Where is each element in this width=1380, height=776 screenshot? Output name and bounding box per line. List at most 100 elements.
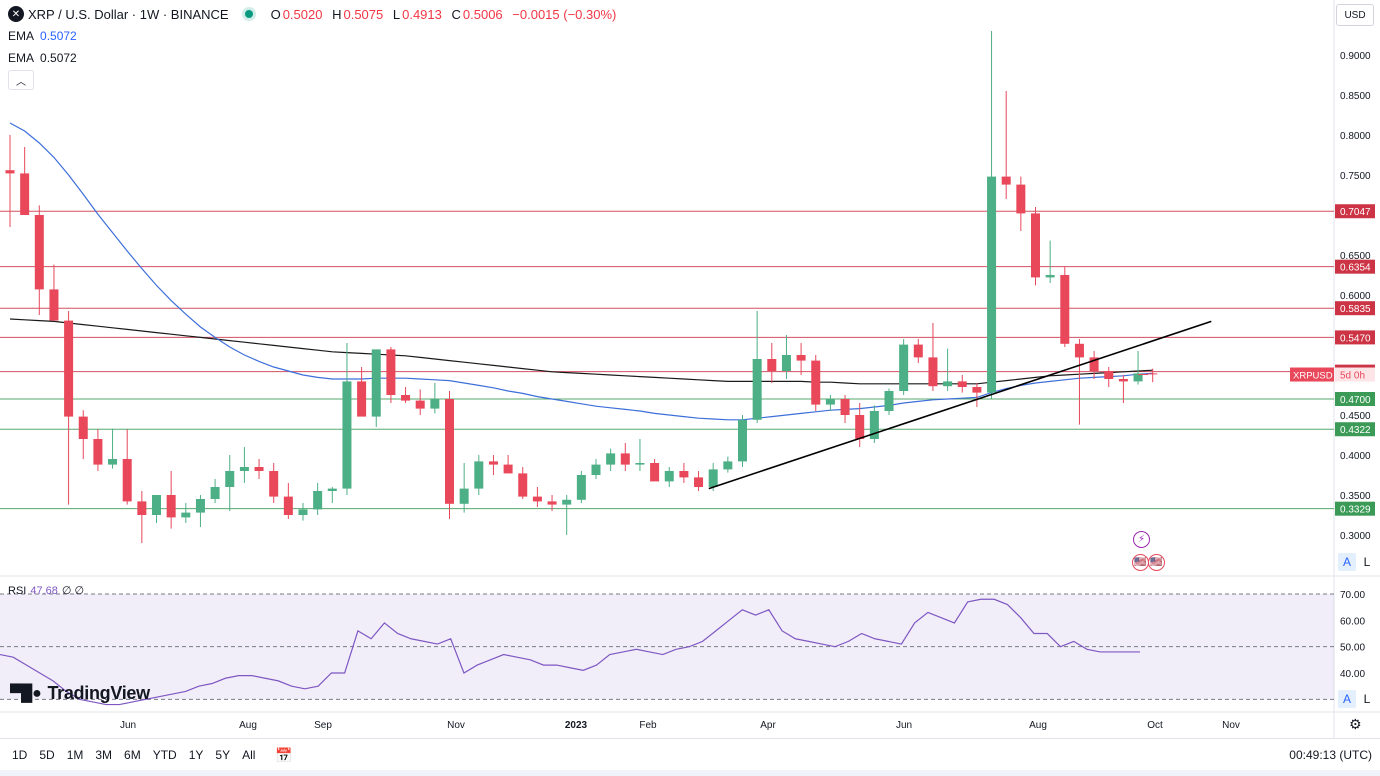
candle-body xyxy=(738,419,747,462)
symbol-title[interactable]: XRP / U.S. Dollar · 1W · BINANCE xyxy=(28,6,229,22)
chart-header: ✕ XRP / U.S. Dollar · 1W · BINANCE O 0.50… xyxy=(8,6,622,22)
time-tick-label: Aug xyxy=(239,720,257,731)
log-scale-button-price[interactable]: L xyxy=(1363,555,1371,569)
range-ytd-button[interactable]: YTD xyxy=(152,748,177,762)
candle-body xyxy=(957,381,967,387)
tradingview-logo[interactable]: ▀█● TradingView xyxy=(10,683,150,704)
candle-body xyxy=(1118,379,1128,382)
calendar-icon[interactable]: 📅 xyxy=(275,746,293,763)
ema-fast-line xyxy=(9,122,1153,421)
range-1y-button[interactable]: 1Y xyxy=(188,748,204,762)
level-label-box xyxy=(1335,392,1375,406)
candle-body xyxy=(254,467,264,471)
rsi-tick-label: 50.00 xyxy=(1340,643,1365,654)
range-5d-button[interactable]: 5D xyxy=(39,748,55,762)
candle-body xyxy=(166,495,176,518)
level-label: 0.6354 xyxy=(1340,263,1371,274)
rsi-extra-2: ∅ xyxy=(74,585,85,597)
price-tick-label: 0.4500 xyxy=(1340,411,1371,422)
candle-body xyxy=(181,512,191,518)
candle-body xyxy=(679,471,689,478)
candle-body xyxy=(811,360,821,405)
candle-body xyxy=(283,496,293,515)
logo-text: TradingView xyxy=(47,683,150,703)
indicator-legend-ema-fast[interactable]: EMA 0.5072 xyxy=(8,29,77,43)
time-tick-label: Oct xyxy=(1147,720,1163,731)
candle-body xyxy=(34,215,44,290)
candle-body xyxy=(664,471,674,482)
candle-body xyxy=(708,469,718,487)
level-label: 0.3329 xyxy=(1340,505,1371,516)
level-label-box xyxy=(1335,259,1375,274)
price-tick-label: 0.6000 xyxy=(1340,291,1371,302)
us-flag-icon[interactable]: 🇺🇸 xyxy=(1148,554,1165,571)
candle-body xyxy=(137,501,147,515)
candle-body xyxy=(93,439,103,465)
candle-body xyxy=(606,453,616,465)
price-tick-label: 0.3500 xyxy=(1340,491,1371,502)
range-all-button[interactable]: All xyxy=(242,748,256,762)
ohlc-low-value: 0.4913 xyxy=(402,6,442,22)
rsi-tick-label: 60.00 xyxy=(1340,616,1365,627)
candle-body xyxy=(225,471,235,487)
ohlc-close-key: C xyxy=(451,6,461,22)
indicator-legend-ema-slow[interactable]: EMA 0.5072 xyxy=(8,51,77,65)
candle-body xyxy=(503,464,513,474)
candle-body xyxy=(298,509,308,515)
auto-scale-button-price[interactable]: A xyxy=(1338,553,1356,571)
countdown-label: 5d 0h xyxy=(1340,371,1365,382)
range-1m-button[interactable]: 1M xyxy=(66,748,84,762)
candle-body xyxy=(386,349,396,395)
utc-clock[interactable]: 00:49:13 (UTC) xyxy=(1289,748,1372,762)
chevron-up-icon: ︿ xyxy=(16,76,26,88)
candle-body xyxy=(532,496,542,502)
candle-body xyxy=(195,499,205,513)
level-label: 0.4700 xyxy=(1340,395,1371,406)
rsi-name: RSI xyxy=(8,585,27,597)
range-1d-button[interactable]: 1D xyxy=(12,748,28,762)
candle-body xyxy=(752,359,762,420)
candle-body xyxy=(694,477,704,487)
trendline xyxy=(708,320,1212,490)
time-tick-label: Jun xyxy=(120,720,136,731)
candle-body xyxy=(1133,373,1143,382)
candle-body xyxy=(5,170,15,174)
candle-body xyxy=(840,399,850,415)
range-5y-button[interactable]: 5Y xyxy=(215,748,231,762)
rsi-legend[interactable]: RSI 47.68 ∅ ∅ xyxy=(8,584,84,597)
collapse-legend-button[interactable]: ︿ xyxy=(8,70,34,90)
log-scale-button-rsi[interactable]: L xyxy=(1363,692,1371,706)
us-flag-icon[interactable]: 🇺🇸 xyxy=(1132,554,1149,571)
ohlc-open-key: O xyxy=(270,6,281,22)
gear-icon[interactable]: ⚙ xyxy=(1349,716,1362,732)
lightning-icon[interactable]: ⚡ xyxy=(1133,531,1150,548)
range-6m-button[interactable]: 6M xyxy=(124,748,141,762)
market-open-status-icon xyxy=(244,10,253,18)
tradingview-logo-icon: ▀█● xyxy=(10,684,42,702)
ohlc-change-value: −0.0015 (−0.30%) xyxy=(512,6,617,22)
auto-scale-button-rsi[interactable]: A xyxy=(1338,690,1356,708)
candle-body xyxy=(152,495,161,515)
time-tick-label: Jun xyxy=(896,720,912,731)
time-tick-label: Sep xyxy=(314,720,332,731)
price-chart[interactable]: 0.9000 0.8500 0.8000 0.7500 0.6500 0.6000 0.45… xyxy=(0,0,1380,740)
candle-body xyxy=(1031,213,1040,278)
candle-body xyxy=(884,391,894,411)
time-tick-label: Nov xyxy=(1222,720,1240,731)
level-label-box xyxy=(1335,330,1375,345)
level-label: 0.5835 xyxy=(1340,304,1371,315)
candle-body xyxy=(781,355,791,371)
price-tick-label: 0.7500 xyxy=(1340,171,1371,182)
currency-selector[interactable]: USD xyxy=(1336,4,1374,26)
range-3m-button[interactable]: 3M xyxy=(95,748,113,762)
candle-body xyxy=(1148,373,1158,375)
price-tick-label: 0.8000 xyxy=(1340,131,1371,142)
candle-body xyxy=(327,488,337,491)
candle-body xyxy=(591,464,601,475)
candle-body xyxy=(445,399,454,504)
ohlc-readout: O 0.5020 H 0.5075 L 0.4913 C 0.5006 −0.0015 … xyxy=(271,7,623,22)
candle-body xyxy=(239,467,249,471)
rsi-tick-label: 40.00 xyxy=(1340,669,1365,680)
timer-label-box xyxy=(1335,367,1375,382)
candle-body xyxy=(20,173,30,215)
